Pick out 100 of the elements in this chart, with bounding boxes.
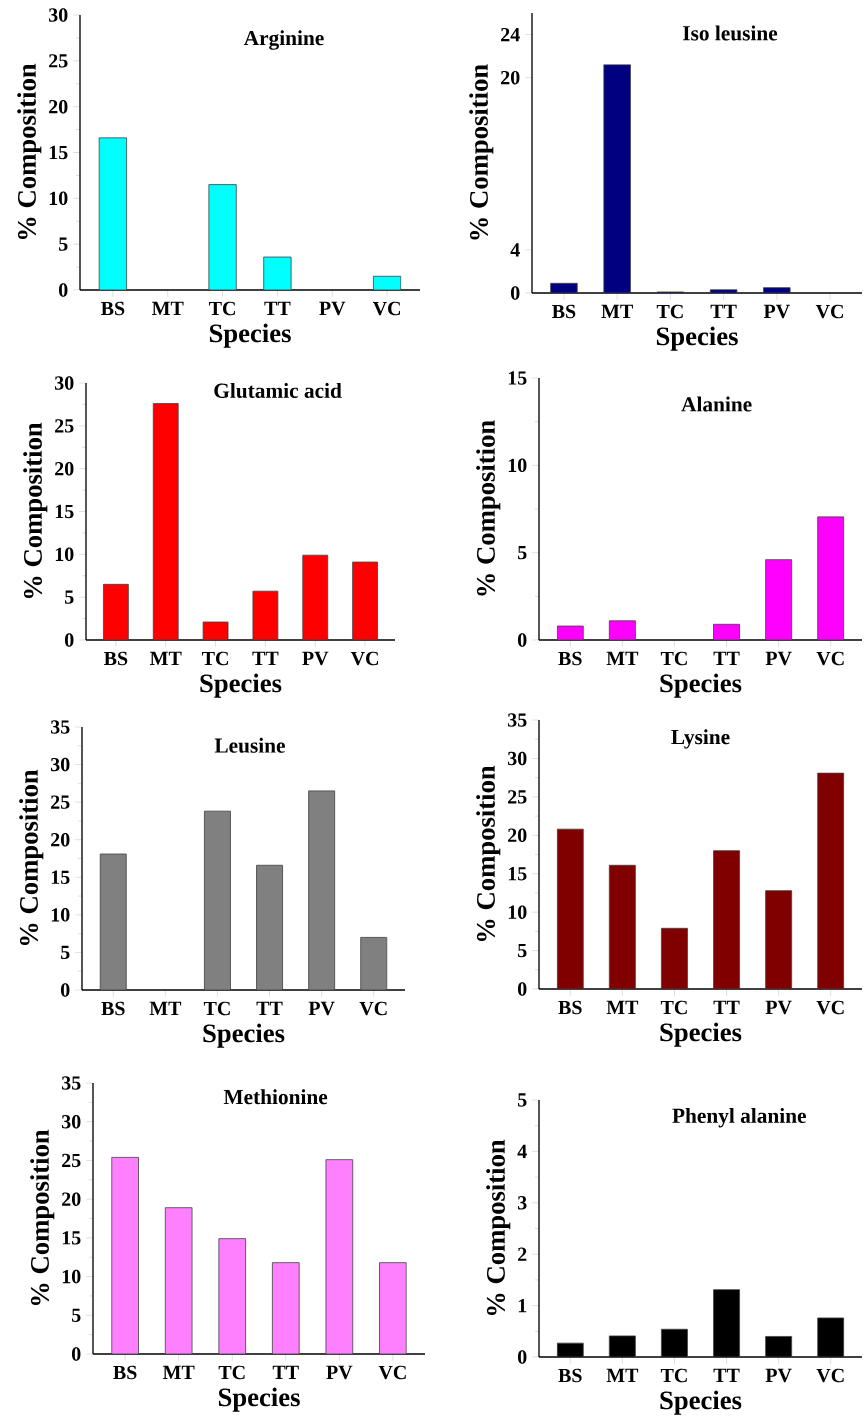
x-axis-title: Species xyxy=(660,1022,742,1047)
y-tick-label: 35 xyxy=(50,720,70,734)
y-tick-label: 15 xyxy=(55,504,74,519)
y-tick-label: 20 xyxy=(508,828,527,843)
x-tick-label: TT xyxy=(713,651,740,665)
x-tick-label: MT xyxy=(149,651,182,665)
x-tick-label: BS xyxy=(552,304,576,319)
x-tick-label: VC xyxy=(815,304,843,319)
y-axis-title: % Composition xyxy=(19,769,44,946)
y-tick-label: 25 xyxy=(55,419,74,433)
y-axis-title: % Composition xyxy=(476,765,501,942)
x-tick-label: TT xyxy=(713,1000,740,1014)
x-tick-label: MT xyxy=(601,304,633,318)
y-tick-label: 5 xyxy=(518,943,527,958)
x-tick-label: BS xyxy=(104,651,128,666)
y-tick-label: 20 xyxy=(501,70,520,85)
x-tick-label: PV xyxy=(302,651,329,666)
bar xyxy=(164,1207,193,1355)
y-tick-label: 0 xyxy=(510,286,520,300)
bar xyxy=(550,282,578,294)
y-tick-label: 15 xyxy=(62,1231,81,1245)
x-tick-label: BS xyxy=(101,1001,125,1016)
y-tick-label: 10 xyxy=(508,458,527,473)
x-axis-title: Species xyxy=(660,1390,742,1415)
y-tick-label: 10 xyxy=(508,905,527,919)
x-tick-label: TC xyxy=(660,1368,687,1383)
x-tick-label: TC xyxy=(218,1365,245,1380)
y-tick-label: 0 xyxy=(517,1350,527,1364)
y-tick-label: 3 xyxy=(517,1196,527,1210)
y-tick-label: 15 xyxy=(508,867,527,881)
y-axis-title: % Composition xyxy=(486,1139,511,1316)
x-axis-title: Species xyxy=(209,323,291,348)
bar xyxy=(98,137,128,291)
x-axis-title: Species xyxy=(203,1023,285,1048)
x-tick-label: VC xyxy=(350,651,379,666)
bar xyxy=(379,1262,407,1355)
x-tick-label: BS xyxy=(113,1365,137,1380)
bar xyxy=(603,64,631,294)
y-tick-label: 15 xyxy=(49,145,68,160)
x-tick-label: BS xyxy=(101,301,125,316)
y-tick-label: 0 xyxy=(58,283,68,297)
x-tick-label: PV xyxy=(326,1365,353,1380)
y-tick-label: 10 xyxy=(51,908,70,922)
bar xyxy=(817,772,845,990)
y-tick-label: 35 xyxy=(61,1076,81,1090)
x-tick-label: PV xyxy=(765,1000,792,1015)
x-tick-label: PV xyxy=(319,301,346,316)
x-tick-label: VC xyxy=(372,301,401,316)
bar xyxy=(556,828,584,990)
x-tick-label: PV xyxy=(308,1001,335,1016)
y-tick-label: 5 xyxy=(518,1093,527,1107)
bar xyxy=(608,864,636,990)
bar xyxy=(271,1262,300,1355)
x-tick-label: TC xyxy=(660,651,687,666)
x-tick-label: TC xyxy=(660,1000,687,1015)
x-tick-label: VC xyxy=(816,1368,844,1383)
y-tick-label: 20 xyxy=(62,1192,81,1206)
x-tick-label: MT xyxy=(149,1001,182,1015)
y-tick-label: 30 xyxy=(48,8,68,22)
bar xyxy=(152,403,179,641)
x-tick-label: BS xyxy=(558,651,582,666)
x-tick-label: VC xyxy=(816,651,844,666)
y-tick-label: 25 xyxy=(62,1153,81,1168)
y-tick-label: 0 xyxy=(517,982,527,996)
bar xyxy=(325,1159,354,1355)
x-tick-label: VC xyxy=(378,1365,406,1380)
x-tick-label: TC xyxy=(209,301,235,316)
y-tick-label: 30 xyxy=(507,751,527,766)
x-tick-label: TT xyxy=(252,651,279,665)
x-tick-label: MT xyxy=(151,301,184,315)
bar xyxy=(763,287,791,294)
x-tick-label: PV xyxy=(765,1368,792,1383)
x-axis-title: Species xyxy=(218,1387,300,1412)
y-axis-title: % Composition xyxy=(23,422,48,599)
y-tick-label: 20 xyxy=(49,99,68,114)
bar xyxy=(817,516,845,641)
y-axis-title: % Composition xyxy=(30,1129,55,1306)
x-tick-label: MT xyxy=(162,1365,195,1379)
chart-title: Phenyl alanine xyxy=(672,1108,806,1128)
y-tick-label: 10 xyxy=(55,547,74,562)
bar xyxy=(103,583,129,641)
y-tick-label: 30 xyxy=(61,1114,81,1129)
y-axis-title: % Composition xyxy=(476,420,501,596)
bar xyxy=(661,927,688,990)
y-tick-label: 15 xyxy=(508,371,527,385)
bar xyxy=(218,1238,247,1355)
x-tick-label: BS xyxy=(558,1368,582,1383)
y-tick-label: 25 xyxy=(49,54,68,68)
x-tick-label: TC xyxy=(203,1001,230,1016)
bar xyxy=(352,561,378,641)
y-tick-label: 5 xyxy=(65,590,74,604)
x-tick-label: TC xyxy=(202,651,228,666)
y-tick-label: 10 xyxy=(49,191,68,206)
y-tick-label: 0 xyxy=(60,983,70,997)
chart-title: Leusine xyxy=(214,737,285,753)
bar xyxy=(204,810,231,991)
y-tick-label: 15 xyxy=(51,870,70,884)
bar xyxy=(608,620,636,641)
x-tick-label: TT xyxy=(272,1365,299,1379)
x-tick-label: TC xyxy=(656,304,683,319)
